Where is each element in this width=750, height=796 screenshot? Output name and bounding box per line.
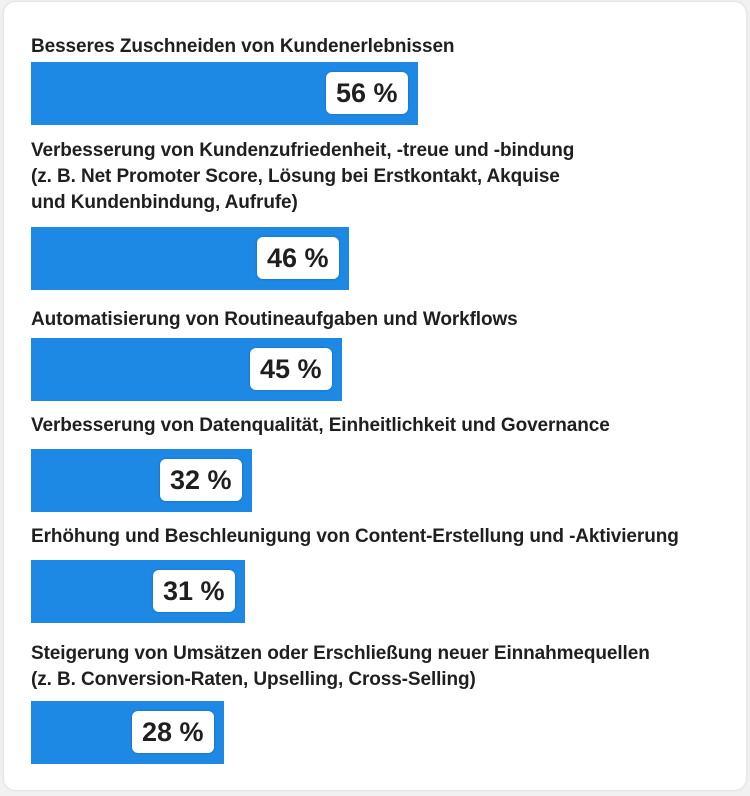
category-label: Automatisierung von Routineaufgaben und … <box>31 309 518 330</box>
bar: 28 % <box>31 701 224 764</box>
category-label: Verbesserung von Datenqualität, Einheitl… <box>31 415 610 436</box>
value-label: 45 % <box>250 348 332 390</box>
value-label: 56 % <box>326 72 408 114</box>
category-label: Erhöhung und Beschleunigung von Content-… <box>31 526 679 547</box>
category-label: Besseres Zuschneiden von Kundenerlebniss… <box>31 36 455 57</box>
value-label: 32 % <box>160 459 242 501</box>
value-label: 46 % <box>257 237 339 279</box>
bar: 56 % <box>31 62 418 125</box>
bar: 46 % <box>31 227 349 290</box>
bar: 31 % <box>31 560 245 623</box>
category-label: Steigerung von Umsätzen oder Erschließun… <box>31 643 650 690</box>
bar: 32 % <box>31 449 252 512</box>
bar: 45 % <box>31 338 342 401</box>
value-label: 28 % <box>132 711 214 753</box>
category-label: Verbesserung von Kundenzufriedenheit, -t… <box>31 140 575 213</box>
value-label: 31 % <box>153 570 235 612</box>
